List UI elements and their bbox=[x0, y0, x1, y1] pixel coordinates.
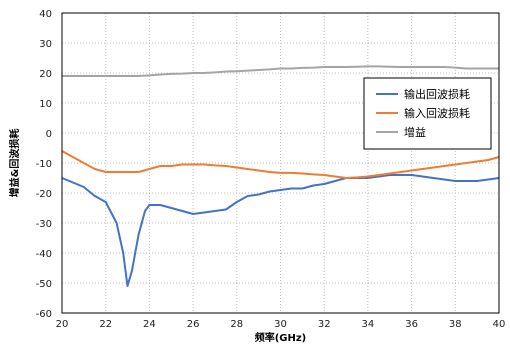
x-axis-title: 频率(GHz) bbox=[255, 331, 307, 344]
y-tick-label: 0 bbox=[46, 129, 52, 140]
y-axis-ticks: 40 30 20 10 0 -10 -20 -30 -40 -50 -60 bbox=[36, 9, 52, 320]
x-tick-label: 26 bbox=[187, 319, 200, 330]
y-tick-label: -60 bbox=[36, 309, 52, 320]
y-axis-title: 增益&回波损耗 bbox=[8, 129, 21, 198]
y-tick-label: -20 bbox=[36, 189, 52, 200]
x-tick-label: 36 bbox=[405, 319, 418, 330]
y-tick-label: 40 bbox=[39, 9, 52, 20]
x-tick-label: 32 bbox=[318, 319, 331, 330]
y-tick-label: -40 bbox=[36, 249, 52, 260]
x-tick-label: 20 bbox=[56, 319, 69, 330]
x-tick-label: 24 bbox=[143, 319, 156, 330]
y-tick-label: 30 bbox=[39, 39, 52, 50]
series-line bbox=[61, 174, 500, 287]
series-group bbox=[61, 65, 500, 287]
x-tick-label: 30 bbox=[274, 319, 287, 330]
x-tick-label: 40 bbox=[493, 319, 506, 330]
series-line bbox=[62, 65, 499, 77]
y-tick-label: 20 bbox=[39, 69, 52, 80]
series-line bbox=[61, 150, 500, 179]
legend-label: 输出回波损耗 bbox=[404, 87, 470, 101]
legend-label: 增益 bbox=[404, 125, 426, 139]
y-tick-label: -30 bbox=[36, 219, 52, 230]
legend-label: 输入回波损耗 bbox=[404, 106, 470, 120]
x-tick-label: 28 bbox=[230, 319, 243, 330]
x-tick-label: 38 bbox=[449, 319, 462, 330]
plot-area-frame bbox=[61, 12, 500, 314]
y-tick-label: -50 bbox=[36, 279, 52, 290]
grid bbox=[62, 13, 499, 313]
y-tick-label: -10 bbox=[36, 159, 52, 170]
x-tick-label: 22 bbox=[99, 319, 112, 330]
y-tick-label: 10 bbox=[39, 99, 52, 110]
x-tick-label: 34 bbox=[362, 319, 375, 330]
x-axis-ticks: 20 22 24 26 28 30 32 34 36 38 40 bbox=[56, 319, 506, 330]
